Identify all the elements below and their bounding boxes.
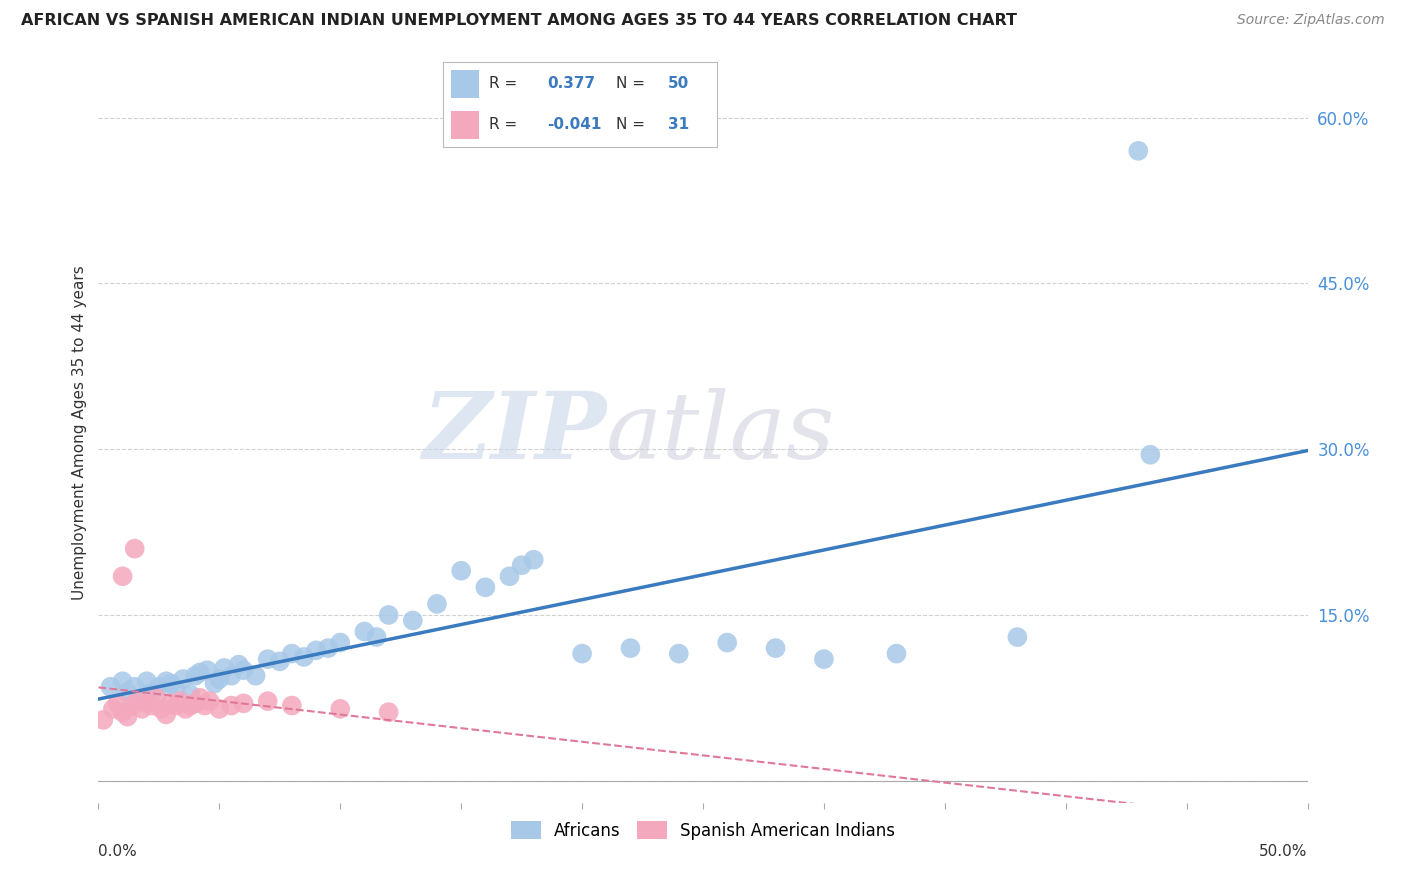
Point xyxy=(232,663,254,677)
Text: 50: 50 xyxy=(668,76,689,91)
Point xyxy=(402,614,425,628)
Point xyxy=(668,647,690,661)
Point xyxy=(474,580,496,594)
Point xyxy=(101,702,124,716)
Text: ZIP: ZIP xyxy=(422,388,606,477)
Point xyxy=(256,694,278,708)
Point xyxy=(212,661,235,675)
Point xyxy=(281,647,304,661)
Point xyxy=(256,652,278,666)
Point xyxy=(188,665,211,680)
Point xyxy=(194,698,217,713)
Point xyxy=(353,624,375,639)
Point xyxy=(91,713,114,727)
Point xyxy=(145,690,167,705)
Point xyxy=(510,558,533,573)
Text: atlas: atlas xyxy=(606,388,835,477)
Point xyxy=(155,674,177,689)
Point xyxy=(1128,144,1150,158)
Point xyxy=(619,641,641,656)
Point xyxy=(141,685,163,699)
Text: AFRICAN VS SPANISH AMERICAN INDIAN UNEMPLOYMENT AMONG AGES 35 TO 44 YEARS CORREL: AFRICAN VS SPANISH AMERICAN INDIAN UNEMP… xyxy=(21,13,1017,29)
Point xyxy=(813,652,835,666)
Point xyxy=(117,709,139,723)
Point xyxy=(208,702,231,716)
Point xyxy=(198,694,221,708)
Point xyxy=(426,597,449,611)
Point xyxy=(179,688,201,702)
Point xyxy=(523,552,546,566)
Point xyxy=(135,697,157,711)
Text: 50.0%: 50.0% xyxy=(1260,844,1308,858)
Point xyxy=(208,672,231,686)
Point xyxy=(195,663,218,677)
Point xyxy=(571,647,593,661)
Point xyxy=(124,680,146,694)
Point xyxy=(316,641,339,656)
Point xyxy=(245,669,267,683)
Point xyxy=(172,672,194,686)
Text: N =: N = xyxy=(616,117,644,132)
Text: 31: 31 xyxy=(668,117,689,132)
Point xyxy=(169,694,191,708)
Y-axis label: Unemployment Among Ages 35 to 44 years: Unemployment Among Ages 35 to 44 years xyxy=(72,265,87,600)
Point xyxy=(131,690,153,705)
Point xyxy=(107,697,129,711)
Point xyxy=(716,635,738,649)
Point xyxy=(124,541,146,556)
Point xyxy=(184,697,207,711)
Point xyxy=(292,649,315,664)
Point xyxy=(111,705,134,719)
Point xyxy=(221,698,243,713)
Point xyxy=(111,569,134,583)
Point xyxy=(232,697,254,711)
Legend: Africans, Spanish American Indians: Africans, Spanish American Indians xyxy=(503,814,903,847)
Point xyxy=(204,676,226,690)
Point xyxy=(160,676,183,690)
Text: -0.041: -0.041 xyxy=(547,117,602,132)
Point xyxy=(188,690,211,705)
Point xyxy=(165,683,187,698)
Point xyxy=(179,698,201,713)
Point xyxy=(886,647,908,661)
Point xyxy=(281,698,304,713)
Point xyxy=(148,680,170,694)
Point xyxy=(141,698,163,713)
Point xyxy=(150,702,173,716)
Point xyxy=(450,564,472,578)
Point xyxy=(1007,630,1029,644)
Text: 0.0%: 0.0% xyxy=(98,844,138,858)
Point xyxy=(174,702,197,716)
Point xyxy=(135,674,157,689)
Text: N =: N = xyxy=(616,76,644,91)
Point xyxy=(765,641,787,656)
Point xyxy=(121,698,143,713)
Point xyxy=(221,669,243,683)
Text: Source: ZipAtlas.com: Source: ZipAtlas.com xyxy=(1237,13,1385,28)
FancyBboxPatch shape xyxy=(451,111,478,139)
Point xyxy=(127,694,149,708)
Point xyxy=(377,705,399,719)
Point xyxy=(131,702,153,716)
Point xyxy=(117,685,139,699)
Point xyxy=(228,657,250,672)
Point xyxy=(184,669,207,683)
Point xyxy=(160,697,183,711)
Point xyxy=(329,702,352,716)
Point xyxy=(1139,448,1161,462)
Point xyxy=(329,635,352,649)
Point xyxy=(155,707,177,722)
FancyBboxPatch shape xyxy=(451,70,478,98)
Point xyxy=(498,569,520,583)
Text: R =: R = xyxy=(489,117,523,132)
Point xyxy=(165,698,187,713)
Text: 0.377: 0.377 xyxy=(547,76,595,91)
Point xyxy=(111,674,134,689)
Point xyxy=(377,607,399,622)
Point xyxy=(269,654,291,668)
Point xyxy=(305,643,328,657)
Point xyxy=(100,680,122,694)
Point xyxy=(366,630,388,644)
Text: R =: R = xyxy=(489,76,523,91)
